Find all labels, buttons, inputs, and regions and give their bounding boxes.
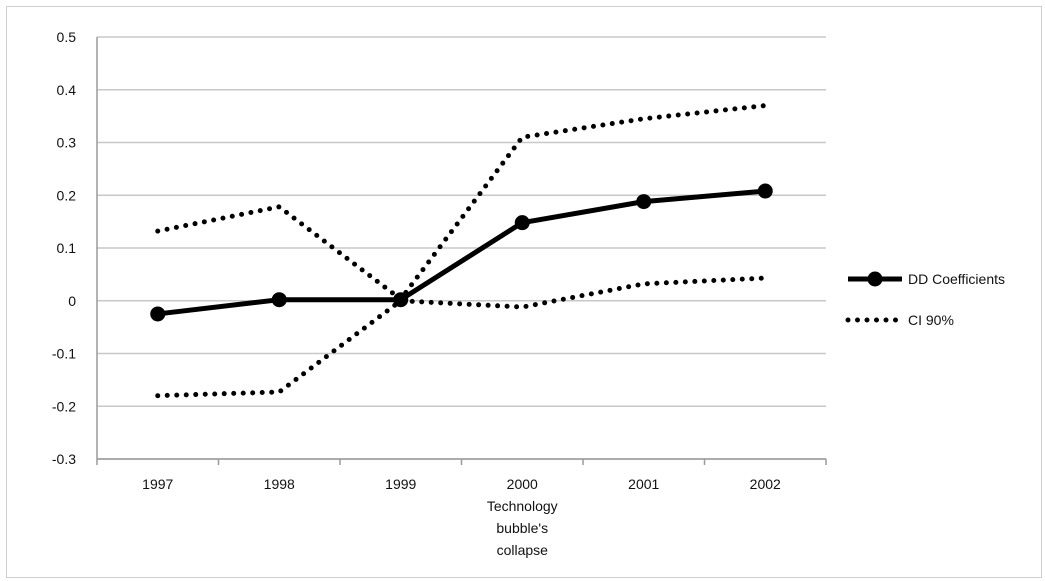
data-point-marker — [271, 292, 287, 308]
x-tick-label: 2001 — [628, 476, 659, 492]
y-tick-label: 0.4 — [57, 82, 77, 98]
series-line-ci-90 — [155, 103, 768, 302]
series-line-ci-90 — [155, 275, 768, 399]
x-tick-label: 1998 — [264, 476, 295, 492]
x-tick-label: 2002 — [750, 476, 781, 492]
series — [150, 103, 773, 399]
y-tick-label: 0 — [68, 293, 76, 309]
y-tick-label: 0.1 — [57, 240, 77, 256]
x-axis-ticks: 1997 1998 1999 2000 2001 2002 — [142, 476, 781, 492]
y-tick-label: 0.2 — [57, 187, 77, 203]
x-tick-label: 1999 — [385, 476, 416, 492]
data-point-marker — [150, 306, 166, 322]
x-tick-label: 2000 — [507, 476, 538, 492]
y-tick-label: 0.5 — [57, 29, 77, 45]
annotations: Technology bubble's collapse — [487, 498, 558, 558]
y-tick-label: 0.3 — [57, 135, 77, 151]
series-line-dd-coefficients — [157, 188, 766, 317]
x-tick-label: 1997 — [142, 476, 173, 492]
legend: DD Coefficients CI 90% — [845, 271, 1005, 328]
y-tick-label: -0.1 — [52, 346, 76, 362]
annotation-text: bubble's — [496, 520, 548, 536]
legend-label: DD Coefficients — [908, 271, 1005, 287]
axes — [96, 37, 827, 465]
legend-label: CI 90% — [908, 312, 954, 328]
data-point-marker — [757, 183, 773, 199]
annotation-text: collapse — [497, 542, 549, 558]
y-tick-label: -0.2 — [52, 398, 76, 414]
y-tick-label: -0.3 — [52, 451, 76, 467]
data-point-marker — [636, 194, 652, 210]
data-point-marker — [514, 215, 530, 231]
annotation-text: Technology — [487, 498, 558, 514]
y-axis-ticks: 0.5 0.4 0.3 0.2 0.1 0 -0.1 -0.2 -0.3 — [52, 29, 76, 467]
legend-marker — [867, 271, 883, 287]
chart-frame — [6, 6, 1042, 578]
